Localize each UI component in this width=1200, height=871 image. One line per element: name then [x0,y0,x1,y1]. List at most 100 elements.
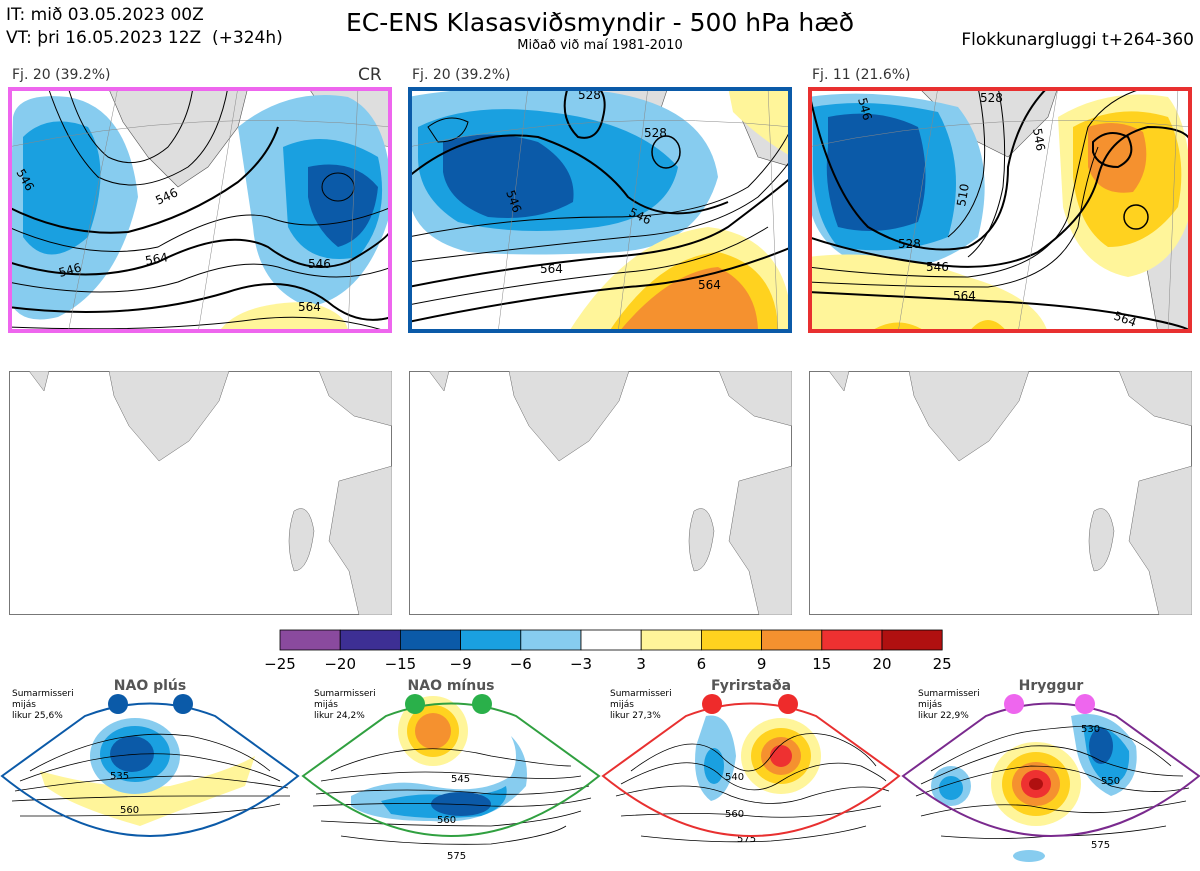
regime-name: Fyrirstaða [711,678,791,694]
regime-ridge: 530 550 575 Hryggur Sumarmisseri mijás l… [901,678,1200,862]
colorbar-tick-label: −6 [510,655,532,673]
contour-label: 575 [737,834,756,845]
contour-label: 546 [855,96,874,122]
height-contours [8,87,392,333]
cluster-1-map: 546 546 564 564 546 546 [8,87,392,333]
contour-label: 575 [1091,840,1110,851]
colorbar-tick-label: 20 [872,655,891,673]
cluster-window: Flokkunargluggi t+264-360 [961,30,1194,50]
regimes-panel: 535 560 NAO plús Sumarmisseri mijás liku… [0,678,1200,862]
empty-basemap-1 [9,371,392,615]
regime-blocking: 540 560 575 Fyrirstaða Sumarmisseri mijá… [601,678,901,845]
colorbar-tick-label: −3 [570,655,592,673]
contour-label: 564 [698,278,721,292]
colorbar-tick-label: −9 [450,655,472,673]
contour-label: 564 [953,289,976,303]
regime-dot [702,694,722,714]
contour-label: 550 [1101,776,1120,787]
empty-basemap-2 [409,371,792,615]
header-times: IT: mið 03.05.2023 00Z VT: þri 16.05.2023… [6,4,283,50]
contour-label: 528 [578,88,601,102]
regime-note: Sumarmisseri [314,689,376,699]
colorbar-tick-label: 15 [812,655,831,673]
colorbar-swatches [279,629,943,651]
valid-time: VT: þri 16.05.2023 12Z (+324h) [6,28,283,48]
regime-note: mijás [12,700,36,710]
colorbar-swatch [399,629,461,651]
colorbar-swatch [761,629,823,651]
colorbar-swatch [580,629,642,651]
regime-dot [472,694,492,714]
regime-dot [108,694,128,714]
contour-label: 530 [1081,724,1100,735]
regime-name: Hryggur [1019,678,1084,694]
cluster-3-border [808,87,1192,333]
contour-label: 546 [926,260,949,274]
colorbar-swatch [821,629,883,651]
colorbar-tick-label: 6 [697,655,707,673]
cluster-3-label: Fj. 11 (21.6%) [812,67,911,83]
contour-label: 528 [898,237,921,251]
regime-note: Sumarmisseri [12,689,74,699]
regime-name: NAO plús [114,678,186,694]
cluster-2-map: 528 546 546 564 564 528 [408,87,792,333]
lat-lon-grid [808,87,1192,333]
contour-label: 546 [308,257,331,271]
regime-note: likur 25,6% [12,711,63,721]
colorbar-tick-label: −15 [385,655,417,673]
colorbar-swatch [339,629,401,651]
contour-label: 540 [725,772,744,783]
regime-dot [405,694,425,714]
anomaly-fill [808,93,1192,333]
colorbar-tick-label: −20 [324,655,356,673]
regime-note: mijás [918,700,942,710]
colorbar: −25 −20 −15 −9 −6 −3 3 6 9 15 20 25 [264,629,952,673]
colorbar-tick-label: 9 [757,655,767,673]
contour-label: 560 [725,809,744,820]
cluster-3-map: 546 528 510 528 546 564 564 546 [808,87,1192,333]
cluster-2-label: Fj. 20 (39.2%) [412,67,511,83]
init-time: IT: mið 03.05.2023 00Z [6,5,204,25]
contour-label: 535 [110,771,129,782]
cluster-2-border [408,87,792,333]
regime-note: Sumarmisseri [918,689,980,699]
colorbar-swatch [640,629,702,651]
regime-dot [1075,694,1095,714]
colorbar-swatch [460,629,522,651]
regime-nao-minus: 545 560 575 NAO mínus Sumarmisseri mijás… [301,678,601,862]
colorbar-tick-label: 3 [636,655,646,673]
colorbar-swatch [881,629,943,651]
contour-label: 546 [1030,127,1048,152]
contour-label: 545 [451,774,470,785]
cluster-1-label: Fj. 20 (39.2%) [12,67,111,83]
regime-nao-plus: 535 560 NAO plús Sumarmisseri mijás liku… [0,678,300,837]
page-subtitle: Miðað við maí 1981-2010 [517,38,683,53]
regime-note: mijás [314,700,338,710]
regime-dot [1004,694,1024,714]
contour-label: 564 [540,262,563,276]
cluster-1-border [8,87,392,333]
regime-name: NAO mínus [408,678,495,694]
colorbar-ticks: −25 −20 −15 −9 −6 −3 3 6 9 15 20 25 [264,655,952,673]
colorbar-swatch [520,629,582,651]
empty-basemap-3 [809,371,1192,615]
contour-label: 564 [144,250,169,268]
colorbar-tick-label: −25 [264,655,296,673]
contour-label: 560 [120,805,139,816]
regime-note: likur 27,3% [610,711,661,721]
cluster-1-extra-label: CR [358,65,382,85]
contour-label: 510 [954,183,972,208]
contour-label: 528 [644,126,667,140]
height-contours [408,87,792,323]
regime-dot [778,694,798,714]
colorbar-swatch [279,629,341,651]
contour-label: 575 [447,851,466,862]
regime-dot [173,694,193,714]
contour-label: 546 [57,260,83,279]
page-title: EC-ENS Klasasviðsmyndir - 500 hPa hæð [345,8,855,37]
regime-note: likur 24,2% [314,711,365,721]
regime-note: likur 22,9% [918,711,969,721]
contour-label: 564 [298,300,321,314]
regime-note: Sumarmisseri [610,689,672,699]
lat-lon-grid [8,87,392,333]
